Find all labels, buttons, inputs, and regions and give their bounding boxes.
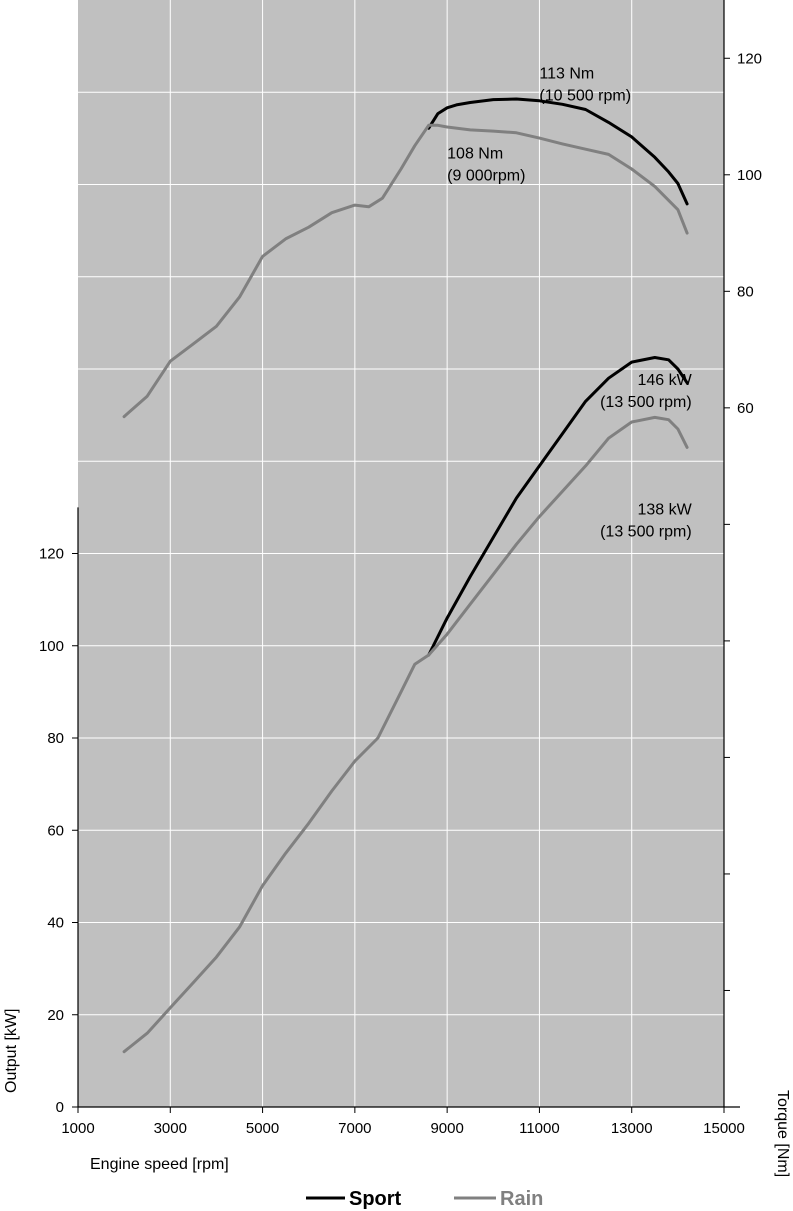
annotations: 113 Nm (10 500 rpm) 108 Nm (9 000rpm) 146 kW… [447, 66, 692, 541]
legend: Sport Rain [306, 1188, 543, 1210]
series-line-sport-torque [427, 97, 689, 206]
legend-rain-label: Rain [500, 1188, 543, 1210]
y-right-tick-label: 60 [737, 400, 754, 417]
annotation-label: 138 kW [637, 501, 692, 518]
y-left-tick-label: 0 [56, 1099, 64, 1116]
annotation-label: 113 Nm [539, 66, 594, 83]
x-tick-label: 11000 [519, 1120, 560, 1137]
x-tick-label: 7000 [338, 1120, 371, 1137]
y-axis-left: 0 20 40 60 80 100 120 [39, 507, 79, 1116]
y-left-tick-label: 120 [39, 546, 64, 563]
x-axis-title: Engine speed [rpm] [90, 1156, 229, 1173]
series-lines [122, 97, 689, 1054]
y-right-tick-label: 100 [737, 167, 762, 184]
legend-sport-label: Sport [349, 1188, 402, 1210]
y-right-tick-label: 80 [737, 283, 754, 300]
y-left-tick-label: 60 [47, 822, 64, 839]
y-left-tick-label: 100 [39, 638, 64, 655]
y-left-tick-label: 20 [47, 1007, 64, 1024]
x-tick-label: 1000 [61, 1120, 94, 1137]
y-left-tick-label: 40 [47, 915, 64, 932]
x-axis: 1000 3000 5000 7000 9000 11000 13000 15000 [61, 1106, 745, 1137]
series-line-sport-output [427, 356, 689, 657]
y-left-tick-label: 80 [47, 730, 64, 747]
annotation-label: (10 500 rpm) [539, 88, 631, 105]
y-right-tick-label: 120 [737, 50, 762, 67]
y-axis-right: 60 80 100 120 [723, 0, 762, 1107]
annotation-label: (13 500 rpm) [600, 394, 692, 411]
annotation-label: 108 Nm [447, 145, 503, 162]
x-tick-label: 15000 [703, 1120, 745, 1137]
annotation-label: (13 500 rpm) [600, 523, 692, 540]
x-tick-label: 9000 [430, 1120, 463, 1137]
annotation-label: 146 kW [637, 372, 692, 389]
y-axis-right-title: Torque [Nm] [774, 1090, 791, 1177]
annotation-label: (9 000rpm) [447, 167, 525, 184]
x-tick-label: 5000 [246, 1120, 279, 1137]
grid [78, 0, 725, 1107]
y-axis-left-title: Output [kW] [3, 1009, 20, 1093]
series-line-rain-torque [122, 123, 689, 419]
series-line-rain-output [122, 415, 689, 1054]
x-tick-label: 13000 [611, 1120, 653, 1137]
x-tick-label: 3000 [154, 1120, 187, 1137]
